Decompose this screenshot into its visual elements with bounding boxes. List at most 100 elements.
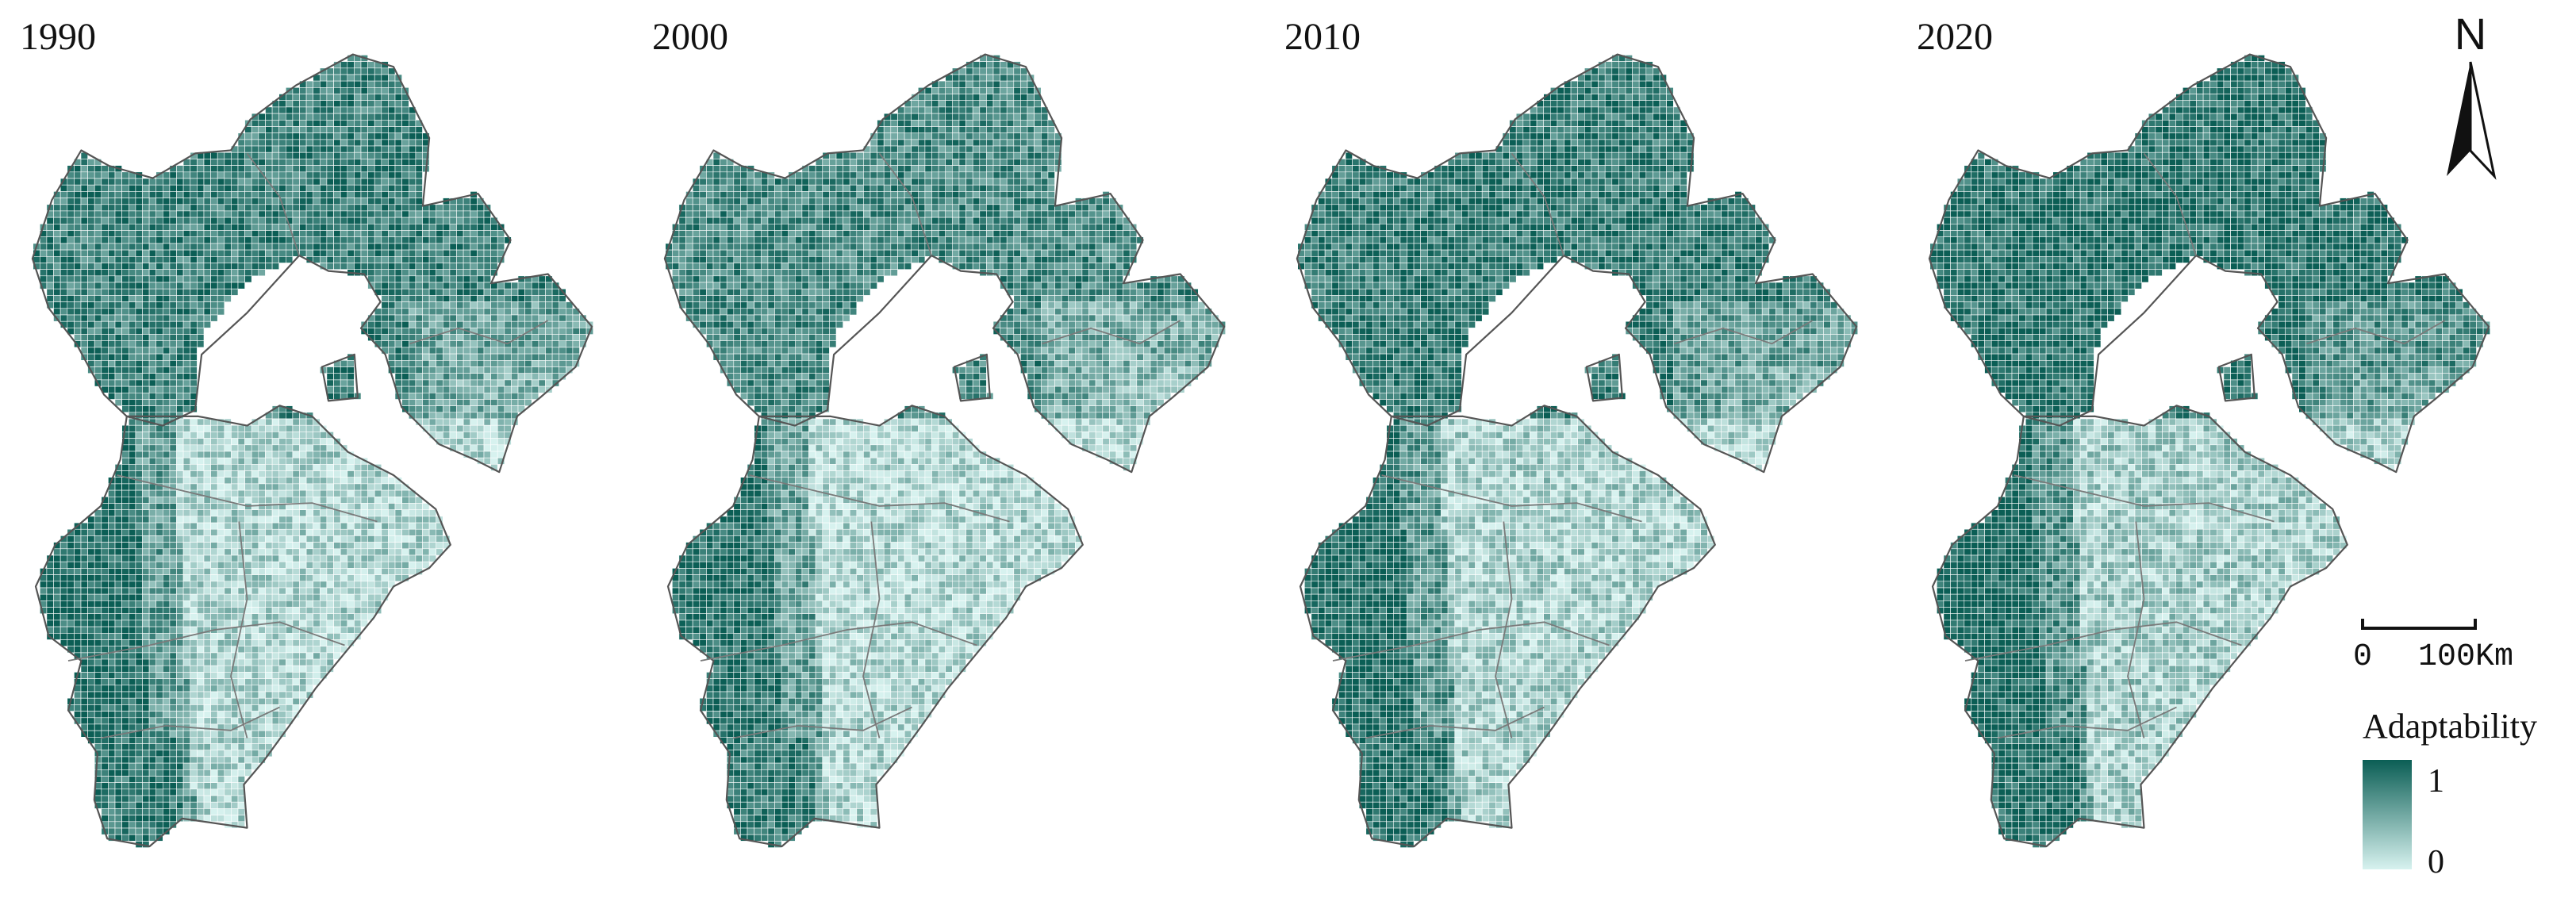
grid-cell: [259, 198, 266, 205]
grid-cell: [108, 250, 115, 256]
grid-cell: [388, 101, 395, 107]
grid-cell: [388, 87, 395, 94]
grid-cell: [74, 172, 81, 178]
grid-cell: [272, 146, 279, 152]
grid-cell: [443, 256, 450, 263]
grid-cell: [402, 146, 409, 152]
grid-cell: [74, 205, 81, 211]
grid-cell: [429, 211, 436, 217]
grid-cell: [300, 107, 307, 113]
grid-cell: [320, 250, 327, 256]
grid-cell: [238, 224, 245, 230]
grid-cell: [395, 231, 402, 237]
grid-cell: [225, 256, 232, 263]
grid-cell: [388, 237, 395, 244]
grid-cell: [368, 87, 375, 94]
grid-cell: [354, 127, 361, 133]
grid-cell: [190, 178, 198, 185]
grid-cell: [334, 191, 341, 198]
grid-cell: [197, 191, 204, 198]
grid-cell: [108, 172, 115, 178]
grid-cell: [293, 127, 300, 133]
grid-cell: [388, 289, 395, 295]
grid-cell: [293, 120, 300, 126]
grid-cell: [525, 282, 532, 289]
grid-cell: [94, 270, 102, 276]
grid-cell: [88, 211, 95, 217]
grid-cell: [259, 140, 266, 146]
grid-cell: [211, 263, 218, 270]
grid-cell: [204, 166, 211, 172]
grid-cell: [340, 127, 347, 133]
grid-cell: [115, 237, 122, 244]
grid-cell: [354, 256, 361, 263]
grid-cell: [272, 224, 279, 230]
grid-cell: [293, 191, 300, 198]
grid-cell: [81, 309, 88, 315]
grid-cell: [238, 282, 245, 289]
grid-cell: [340, 113, 347, 120]
grid-cell: [313, 120, 321, 126]
grid-cell: [470, 302, 478, 309]
grid-cell: [108, 263, 115, 270]
grid-cell: [382, 133, 389, 140]
grid-cell: [170, 205, 177, 211]
grid-cell: [136, 205, 143, 211]
grid-cell: [156, 231, 163, 237]
grid-cell: [94, 185, 102, 191]
grid-cell: [416, 295, 423, 301]
grid-cell: [402, 159, 409, 165]
grid-cell: [327, 244, 334, 250]
grid-cell: [217, 237, 225, 244]
grid-cell: [156, 178, 163, 185]
grid-cell: [177, 289, 184, 295]
grid-cell: [402, 302, 409, 309]
grid-cell: [395, 178, 402, 185]
grid-cell: [409, 244, 416, 250]
grid-cell: [149, 185, 156, 191]
grid-cell: [102, 185, 109, 191]
grid-cell: [470, 256, 478, 263]
grid-cell: [368, 211, 375, 217]
grid-cell: [54, 302, 61, 309]
grid-cell: [129, 244, 136, 250]
grid-cell: [320, 87, 327, 94]
grid-cell: [54, 309, 61, 315]
grid-cell: [368, 113, 375, 120]
grid-cell: [382, 211, 389, 217]
grid-cell: [143, 205, 150, 211]
grid-cell: [361, 127, 368, 133]
grid-cell: [293, 146, 300, 152]
grid-cell: [183, 211, 190, 217]
grid-cell: [204, 211, 211, 217]
grid-cell: [60, 211, 67, 217]
grid-cell: [361, 146, 368, 152]
grid-cell: [88, 172, 95, 178]
grid-cell: [395, 270, 402, 276]
grid-cell: [225, 217, 232, 224]
grid-cell: [395, 94, 402, 101]
grid-cell: [443, 217, 450, 224]
grid-cell: [327, 127, 334, 133]
grid-cell: [272, 133, 279, 140]
grid-cell: [450, 270, 457, 276]
grid-cell: [382, 185, 389, 191]
grid-cell: [463, 289, 470, 295]
grid-cell: [259, 127, 266, 133]
grid-cell: [463, 276, 470, 282]
grid-cell: [177, 276, 184, 282]
grid-cell: [183, 224, 190, 230]
grid-cell: [272, 140, 279, 146]
grid-cell: [225, 231, 232, 237]
grid-cell: [81, 178, 88, 185]
grid-cell: [313, 146, 321, 152]
grid-cell: [149, 295, 156, 301]
grid-cell: [388, 276, 395, 282]
grid-cell: [416, 191, 423, 198]
grid-cell: [388, 81, 395, 87]
grid-cell: [197, 159, 204, 165]
grid-cell: [108, 282, 115, 289]
grid-cell: [136, 263, 143, 270]
grid-cell: [477, 211, 484, 217]
grid-cell: [211, 211, 218, 217]
